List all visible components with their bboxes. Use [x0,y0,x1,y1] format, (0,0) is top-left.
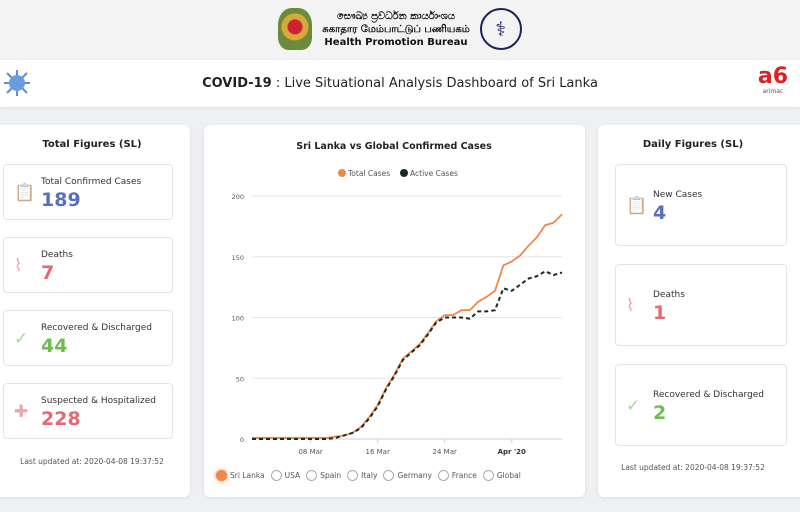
clipboard-search-icon: 📋 [626,196,648,216]
org-name-sinhala: සෞඛ්‍ය ප්‍රවර්ධන කාර්යාංශය [336,10,456,22]
stat-label: Recovered & Discharged [653,390,764,400]
confirmed-cases-chart: Sri Lanka vs Global Confirmed Cases Total… [232,141,563,456]
country-option-spain[interactable]: Spain [306,470,341,481]
country-option-france[interactable]: France [437,470,477,481]
stat-label: Deaths [653,290,685,300]
org-name-english: Health Promotion Bureau [324,36,468,48]
total-figures-heading: Total Figures (SL) [42,139,142,150]
x-tick-label: Apr '20 [498,448,526,456]
radio-button[interactable] [482,470,494,481]
dashboard-title: COVID-19 : Live Situational Analysis Das… [202,76,598,91]
stat-value: 1 [653,302,667,324]
radio-button[interactable] [306,470,318,481]
radio-button[interactable] [216,470,227,481]
chart-card: Sri Lanka vs Global Confirmed Cases Total… [204,125,585,497]
country-option-germany[interactable]: Germany [383,470,432,481]
radio-button[interactable] [270,470,282,481]
stat-new-cases: 📋 New Cases 4 [615,164,787,246]
stat-total-confirmed-cases: 📋 Total Confirmed Cases 189 [3,164,173,220]
country-option-global[interactable]: Global [482,470,521,481]
stat-label: Recovered & Discharged [41,323,152,333]
radio-button[interactable] [383,470,395,481]
virus-icon [4,70,30,96]
y-tick-label: 150 [232,254,244,262]
x-tick-label: 08 Mar [298,448,322,456]
daily-figures-heading: Daily Figures (SL) [642,139,744,150]
x-tick-label: 16 Mar [366,448,390,456]
stat-recovered-discharged: ✓ Recovered & Discharged 44 [3,310,173,366]
country-selector: Sri Lanka USA Spain Italy Germany France Globa… [216,470,521,481]
legend-label[interactable]: Total Cases [347,169,390,178]
last-updated: Last updated at: 2020-04-08 19:37:52 [20,457,164,466]
check-circle-icon: ✓ [626,396,641,416]
daily-figures-card: Daily Figures (SL) 📋 New Cases 4 ⌇ Deaths… [598,125,800,497]
stat-label: Suspected & Hospitalized [41,396,157,406]
stat-recovered-discharged: ✓ Recovered & Discharged 2 [615,364,787,446]
series-line-total-cases [252,213,563,439]
radio-button[interactable] [437,470,449,481]
legend-label[interactable]: Active Cases [410,169,458,178]
country-option-sri-lanka[interactable]: Sri Lanka [216,470,265,481]
legend-marker[interactable] [338,169,346,177]
org-name-tamil: சுகாதார மேம்பாட்டுப் பணியகம் [322,23,470,35]
y-tick-label: 100 [232,315,244,323]
option-label: Italy [361,471,378,480]
heartbeat-icon: ⌇ [14,256,23,276]
option-label: USA [284,471,301,480]
organization-name: සෞඛ්‍ය ප්‍රවර්ධන කාර්යාංශය சுகாதார மேம்ப… [322,10,470,49]
hpb-logo: ⚕ [479,8,522,50]
legend-marker[interactable] [400,169,408,177]
country-option-usa[interactable]: USA [270,470,301,481]
radio-button[interactable] [347,470,359,481]
title-bar: COVID-19 : Live Situational Analysis Das… [0,60,800,107]
stat-suspected-hospitalized: ✚ Suspected & Hospitalized 228 [3,383,173,439]
x-tick-label: 24 Mar [433,448,457,456]
stat-deaths: ⌇ Deaths 7 [3,237,173,293]
option-label: Spain [320,471,342,480]
arimac-logo[interactable]: a6 arimac [757,64,788,96]
last-updated: Last updated at: 2020-04-08 19:37:52 [621,463,765,472]
total-figures-card: Total Figures (SL) 📋 Total Confirmed Cas… [0,125,190,497]
sri-lanka-emblem-logo [278,8,313,50]
heartbeat-icon: ⌇ [626,296,635,316]
stat-label: Total Confirmed Cases [41,177,142,187]
series-line-active-cases [252,270,563,440]
stat-label: New Cases [653,190,703,200]
stat-value: 189 [41,189,81,211]
stat-value: 4 [653,202,667,224]
stat-deaths: ⌇ Deaths 1 [615,264,787,346]
option-label: Sri Lanka [230,471,265,480]
y-tick-label: 50 [236,375,244,383]
chart-title: Sri Lanka vs Global Confirmed Cases [296,141,492,152]
stat-value: 44 [41,335,68,357]
stat-value: 7 [41,262,55,284]
country-option-italy[interactable]: Italy [347,470,377,481]
stat-value: 2 [653,402,667,424]
check-circle-icon: ✓ [14,329,29,349]
y-tick-label: 0 [240,436,244,444]
y-tick-label: 200 [232,193,244,201]
option-label: Germany [397,471,432,480]
site-header: සෞඛ්‍ය ප්‍රවර්ධන කාර්යාංශය சுகாதார மேம்ப… [0,0,800,58]
option-label: France [451,471,477,480]
stat-value: 228 [41,408,81,430]
plus-circle-icon: ✚ [14,402,29,422]
option-label: Global [496,471,521,480]
clipboard-search-icon: 📋 [14,183,36,203]
stat-label: Deaths [41,250,73,260]
